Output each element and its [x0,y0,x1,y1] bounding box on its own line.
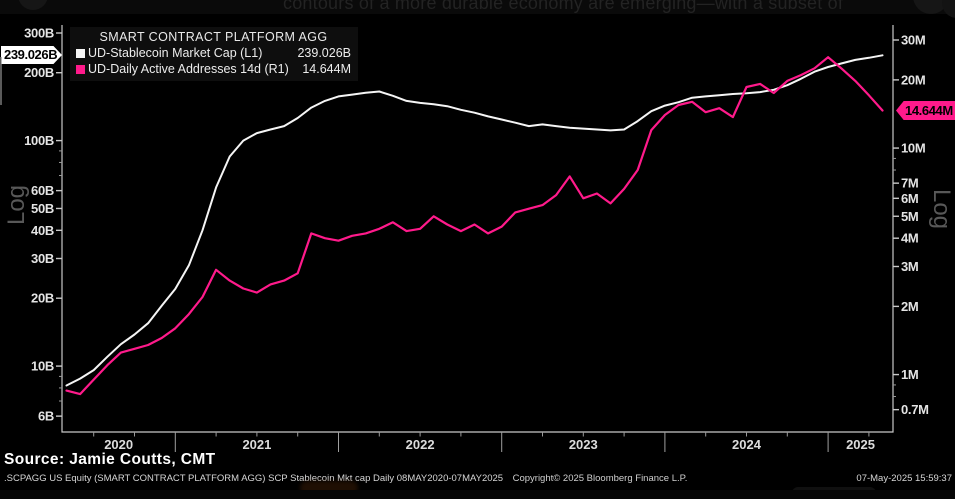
legend-label-addresses: UD-Daily Active Addresses 14d (R1) [88,62,289,76]
right-tick-label: 10M [901,141,925,156]
year-label: 2025 [846,437,875,452]
year-label: 2023 [569,437,598,452]
right-tick-label: 1M [901,367,918,382]
left-tick-label: 200B [24,65,54,80]
year-label: 2020 [104,437,133,452]
year-label: 2024 [732,437,762,452]
right-tick-label: 7M [901,176,918,191]
series-lines [65,54,884,396]
legend-item-stablecoin: UD-Stablecoin Market Cap (L1) 239.026B [76,46,351,60]
legend-value-addresses: 14.644M [302,62,351,76]
chart-timestamp: 07-May-2025 15:59:37 [856,473,952,484]
white-series-swatch [76,48,85,58]
legend-item-addresses: UD-Daily Active Addresses 14d (R1) 14.64… [76,62,351,76]
left-tick-label: 6B [38,409,54,424]
right-tick-label: 30M [901,33,925,48]
right-tick-label: 5M [901,209,918,224]
left-axis-value-badge: 239.026B [1,46,62,64]
right-tick-label: 2M [901,299,918,314]
top-clipped-text-band: contours of a more durable economy are e… [0,0,955,14]
pink-series-swatch [76,64,85,74]
legend-value-stablecoin: 239.026B [297,46,351,60]
chart-title: SMART CONTRACT PLATFORM AGG [99,30,328,44]
legend-label-stablecoin: UD-Stablecoin Market Cap (L1) [88,46,263,60]
ticker-description: .SCPAGG US Equity (SMART CONTRACT PLATFO… [4,473,504,484]
clipped-article-text: contours of a more durable economy are e… [283,0,844,13]
left-tick-label: 20B [31,291,54,306]
year-label: 2022 [406,437,435,452]
left-tick-label: 40B [31,223,54,238]
left-log-scale-label: Log [3,184,30,226]
clipped-avatar-circle-right [913,0,949,14]
left-tick-label: 10B [31,359,54,374]
right-tick-label: 4M [901,231,918,246]
series-line-stablecoin [65,54,884,387]
right-log-scale-label: Log [928,188,955,230]
clipped-avatar-circle-left [18,0,48,10]
right-tick-label: 6M [901,191,918,206]
right-axis-value-badge: 14.644M [896,101,955,120]
right-tick-label: 20M [901,72,925,87]
left-tick-label: 50B [31,201,54,216]
source-attribution: Source: Jamie Coutts, CMT [4,451,216,468]
left-tick-label: 30B [31,251,54,266]
left-edge-artifact [0,57,2,105]
left-tick-label: 300B [24,26,54,41]
series-line-addresses [65,56,884,396]
left-tick-label: 60B [31,183,54,198]
right-tick-label: 3M [901,259,918,274]
year-label: 2021 [242,437,271,452]
right-tick-label: 0.7M [901,402,929,417]
chart-legend: SMART CONTRACT PLATFORM AGG UD-Stablecoi… [70,27,358,81]
bottom-edge-band [0,490,955,499]
copyright-notice: Copyright© 2025 Bloomberg Finance L.P. [512,473,688,484]
left-tick-label: 100B [24,133,54,148]
axis-frame [61,25,894,433]
axis-ticks: 300B 200B 100B 60B 50B 40B 30B 20B 10B 6B 30M 20M 10… [24,26,929,452]
